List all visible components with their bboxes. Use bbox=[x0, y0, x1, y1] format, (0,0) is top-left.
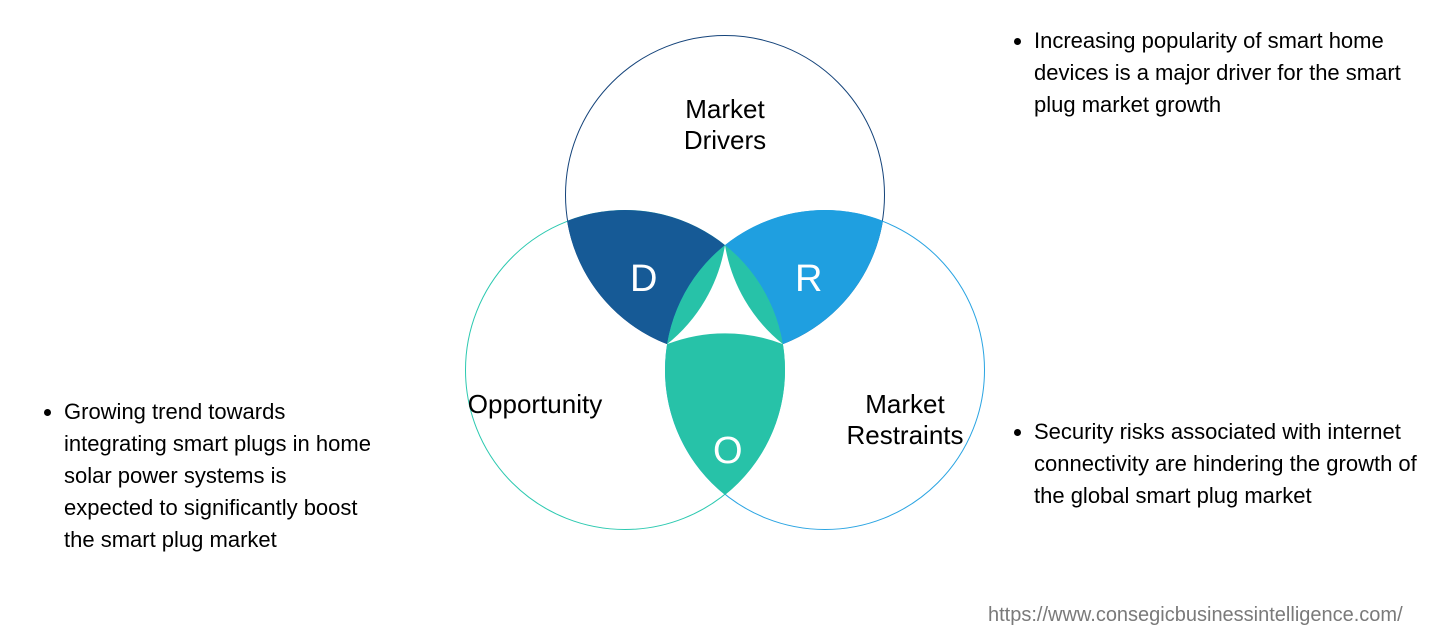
diagram-canvas: Market Drivers Opportunity Market Restra… bbox=[0, 0, 1453, 643]
label-opportunity: Opportunity bbox=[415, 389, 655, 420]
letter-r: R bbox=[795, 258, 822, 301]
bullet-drivers: Increasing popularity of smart home devi… bbox=[1010, 25, 1430, 121]
letter-o: O bbox=[713, 430, 743, 473]
label-line2: Restraints bbox=[846, 420, 963, 450]
letter-d: D bbox=[630, 258, 657, 301]
bullet-text: Increasing popularity of smart home devi… bbox=[1034, 25, 1430, 121]
label-line1: Opportunity bbox=[468, 389, 602, 419]
source-url: https://www.consegicbusinessintelligence… bbox=[988, 604, 1403, 627]
bullet-text: Growing trend towards integrating smart … bbox=[64, 396, 380, 555]
label-market-drivers: Market Drivers bbox=[605, 94, 845, 156]
label-line1: Market bbox=[865, 389, 944, 419]
label-market-restraints: Market Restraints bbox=[785, 389, 1025, 451]
label-line2: Drivers bbox=[684, 125, 766, 155]
bullet-text: Security risks associated with internet … bbox=[1034, 416, 1430, 512]
bullet-opportunity: Growing trend towards integrating smart … bbox=[40, 396, 380, 555]
bullet-restraints: Security risks associated with internet … bbox=[1010, 416, 1430, 512]
label-line1: Market bbox=[685, 94, 764, 124]
